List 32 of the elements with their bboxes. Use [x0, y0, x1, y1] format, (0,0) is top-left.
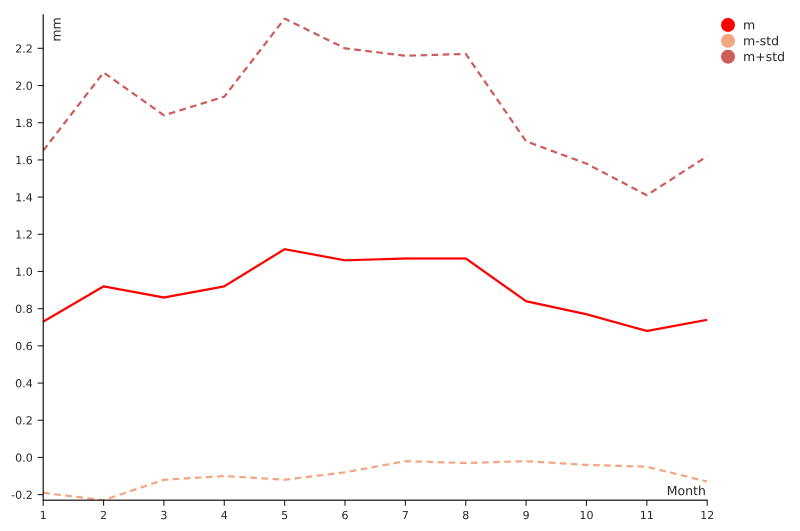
y-tick-label: 0.0	[16, 453, 32, 462]
y-tick-label: 0.4	[16, 379, 32, 388]
y-tick-label: -0.2	[12, 490, 32, 500]
y-axis-title: mm	[54, 18, 61, 41]
y-tick-label: 2.2	[16, 44, 32, 53]
y-tick-label: 1.6	[16, 156, 32, 164]
y-tick-label: 1.0	[16, 267, 32, 276]
x-tick-label: 1	[40, 510, 46, 520]
legend-label: m	[744, 22, 754, 30]
x-tick-label: 12	[701, 510, 714, 520]
x-tick-label: 9	[523, 510, 529, 520]
y-tick-label: 0.6	[16, 342, 32, 350]
x-tick-label: 7	[402, 510, 408, 520]
x-tick-label: 8	[462, 510, 469, 520]
x-tick-label: 5	[282, 510, 288, 520]
x-tick-label: 2	[100, 510, 106, 520]
x-tick-label: 6	[342, 510, 348, 520]
y-tick-label: 0.8	[16, 304, 32, 314]
x-tick-label: 3	[161, 510, 167, 520]
y-tick-label: 0.2	[16, 416, 32, 425]
x-tick-label: 10	[580, 510, 593, 520]
x-tick-label: 11	[640, 510, 653, 520]
y-tick-label: 1.4	[16, 193, 32, 202]
y-tick-label: 2.0	[16, 82, 32, 90]
legend-label: m+std	[744, 52, 784, 62]
line-series	[43, 17, 708, 196]
legend-label: m-std	[744, 36, 778, 46]
y-tick-label: 1.8	[16, 118, 32, 128]
x-axis-title: Month	[668, 486, 705, 496]
y-tick-label: 1.2	[16, 230, 32, 239]
line-series	[43, 248, 708, 332]
x-tick-label: 4	[221, 510, 228, 520]
